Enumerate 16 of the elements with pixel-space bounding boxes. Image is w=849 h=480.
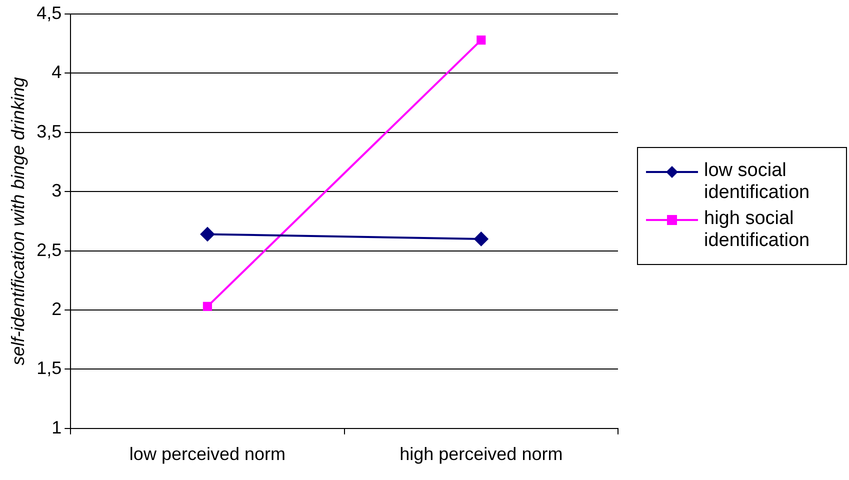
y-tick-label: 3 (52, 180, 62, 201)
point (200, 227, 214, 242)
y-tick-label: 1,5 (36, 358, 62, 378)
x-tick-label: high perceived norm (400, 444, 563, 464)
legend-label: high social identification (704, 208, 811, 252)
y-tick-label: 2,5 (36, 240, 62, 260)
y-tick-label: 1 (52, 417, 62, 438)
y-tick-label: 3,5 (36, 121, 62, 142)
x-tick-label: low perceived norm (129, 444, 286, 464)
y-tick-label: 2 (52, 298, 62, 319)
y-tick-label: 4 (52, 62, 62, 82)
point (202, 302, 212, 311)
y-tick-label: 4,5 (36, 2, 62, 23)
point (476, 36, 486, 45)
y-axis-title: self-identification with binge drinking (8, 77, 28, 366)
point (474, 232, 488, 246)
